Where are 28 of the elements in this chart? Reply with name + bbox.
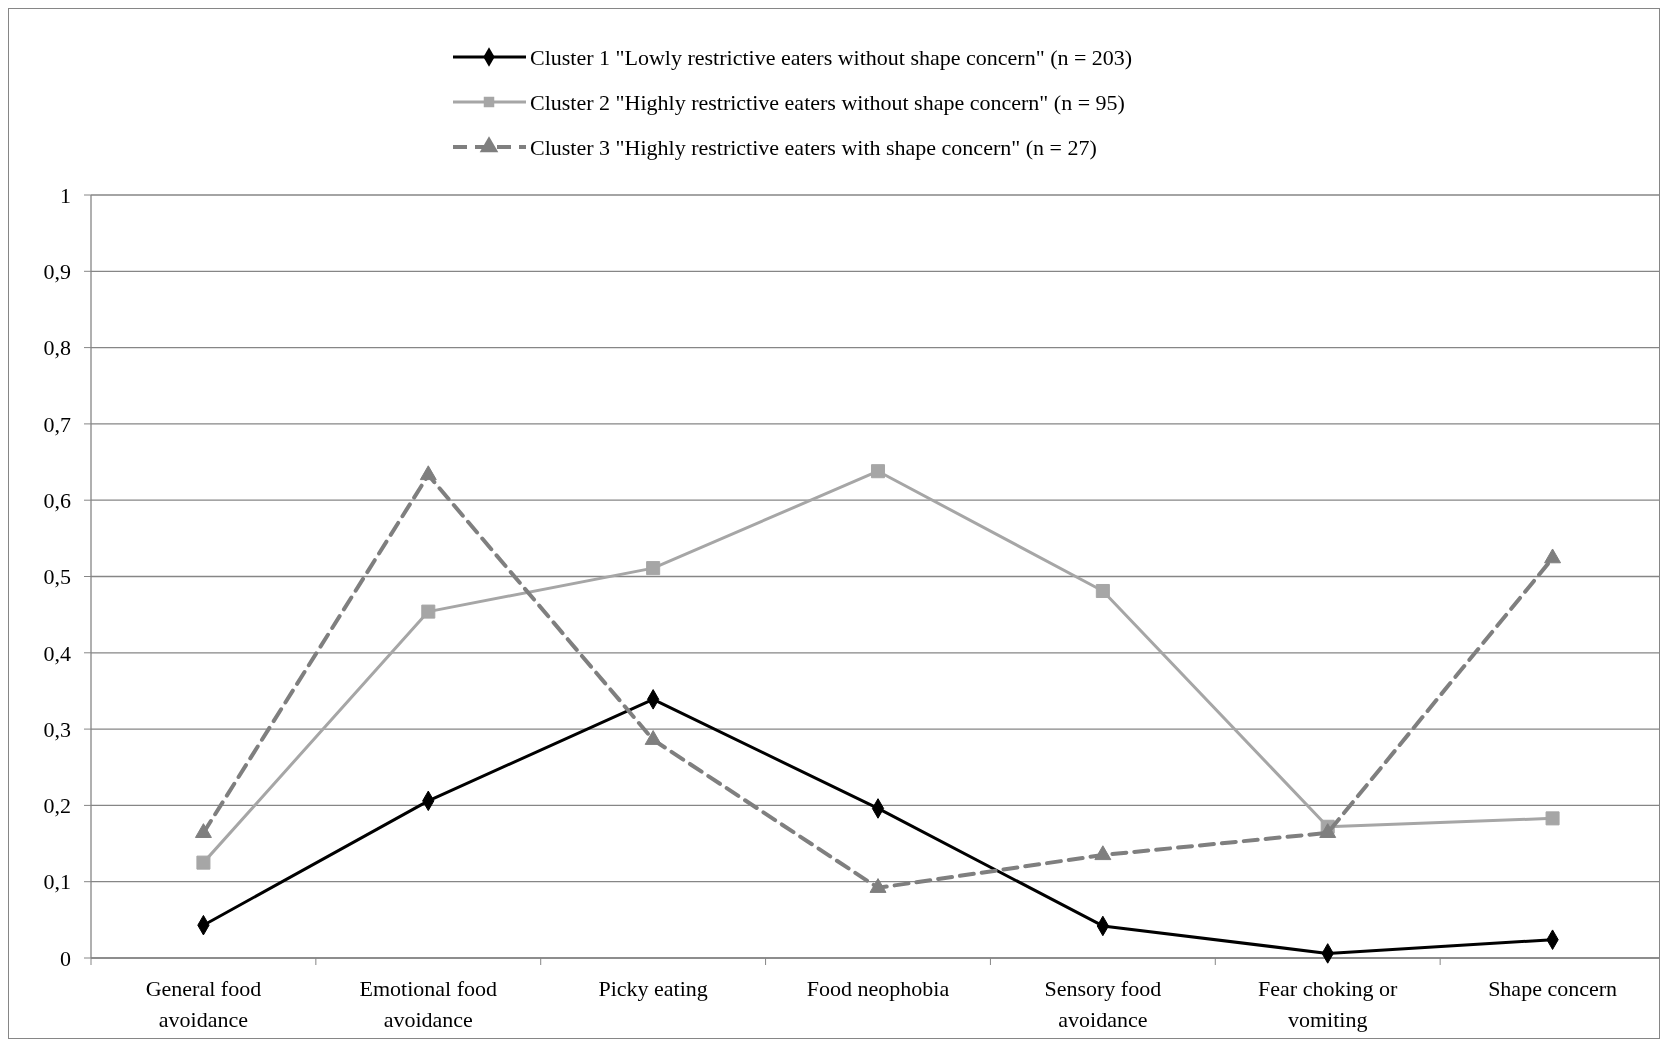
x-tick-label: Emotional food avoidance [359, 976, 498, 1032]
point [1545, 811, 1560, 826]
y-tick-label: 0,3 [43, 716, 71, 742]
x-tick-label: Fear choking or vomiting [1258, 976, 1399, 1032]
x-tick-label: Sensory food avoidance [1044, 976, 1162, 1032]
point [870, 464, 886, 479]
x-tick-label: Food neophobia [806, 976, 950, 1001]
y-tick-label: 0,2 [43, 793, 71, 819]
y-tick-label: 0,9 [43, 259, 71, 284]
x-tick-label: General food avoidance [145, 976, 262, 1032]
x-tick-label: Picky eating [598, 976, 708, 1001]
y-tick-label: 0,4 [43, 640, 71, 666]
legend-label: Cluster 1 "Lowly restrictive eaters without shape concern" (n = 203) [530, 44, 1133, 70]
point [421, 604, 436, 619]
x-tick-label: Shape concern [1488, 976, 1618, 1001]
y-tick-label: 0,7 [43, 411, 71, 437]
point [196, 855, 211, 870]
point [646, 561, 661, 576]
point [1095, 583, 1110, 599]
y-tick-label: 1 [60, 182, 71, 208]
legend-label: Cluster 3 "Highly restrictive eaters with shape concern" (n = 27) [530, 134, 1097, 160]
y-tick-label: 0,6 [43, 487, 71, 513]
y-tick-label: 0 [60, 945, 71, 971]
y-tick-label: 0,8 [43, 335, 71, 361]
point [1094, 845, 1112, 861]
y-tick-label: 0,1 [43, 869, 71, 895]
y-tick-label: 0,5 [43, 564, 71, 590]
legend-label: Cluster 2 "Highly restrictive eaters without shape concern" (n = 95) [530, 89, 1125, 115]
